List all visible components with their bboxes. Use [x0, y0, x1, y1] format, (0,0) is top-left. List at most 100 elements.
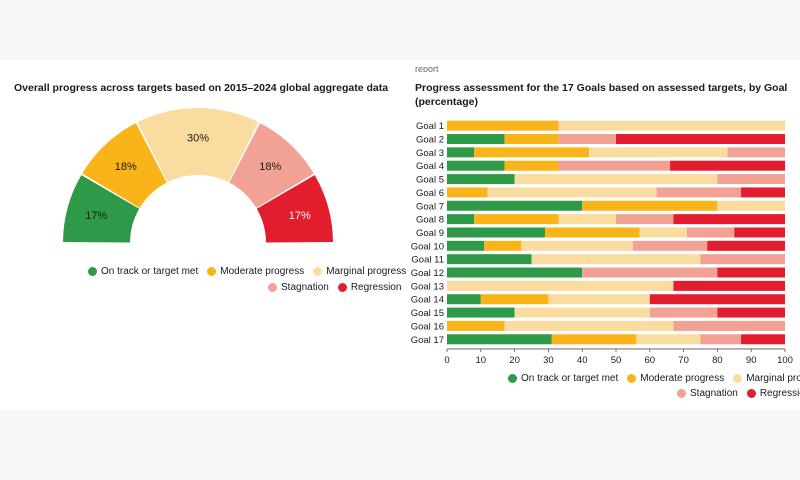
bar-segment-regression	[707, 240, 785, 251]
bar-legend-stagnation-label: Stagnation	[690, 388, 738, 399]
chart-panel: Overall progress across targets based on…	[0, 60, 800, 410]
bar-segment-marginal	[504, 320, 674, 331]
goal-label: Goal 16	[411, 321, 444, 332]
bar-segment-moderate	[480, 294, 549, 305]
bar-segment-on-track	[447, 200, 583, 211]
bar-segment-on-track	[447, 160, 505, 171]
goal-label: Goal 10	[411, 241, 444, 252]
marginal-dot	[313, 267, 323, 276]
moderate-dot	[627, 374, 637, 383]
bar-segment-stagnation	[558, 160, 671, 171]
goal-label: Goal 6	[416, 188, 444, 199]
bar-segment-marginal	[558, 120, 785, 131]
bar-chart-title: Progress assessment for the 17 Goals bas…	[415, 82, 788, 108]
goal-label: Goal 1	[416, 121, 444, 132]
legend-regression-label: Regression	[350, 282, 402, 293]
bar-segment-marginal	[521, 240, 633, 251]
bar-segment-on-track	[447, 307, 515, 318]
cut-off-text: report	[415, 66, 439, 72]
regression-dot	[746, 389, 756, 398]
bar-segment-moderate	[447, 320, 505, 331]
gauge-segment-on-track	[63, 175, 140, 243]
legend-regression: Regression	[337, 282, 402, 293]
stacked-bar-chart: Goal 1 Goal 2 Goal 3 Goal 4 Goal 5 Goal 6 Goal…	[411, 120, 793, 366]
x-tick-label: 0	[444, 355, 449, 366]
gauge-segment-regression	[256, 175, 333, 243]
stagnation-dot	[677, 389, 686, 398]
gauge-legend-row-2: Stagnation Regression	[268, 282, 401, 293]
bar-segment-stagnation	[700, 254, 785, 265]
bar-segment-regression	[616, 134, 785, 145]
stagnation-dot	[268, 283, 277, 292]
gauge-label-on-track: 17%	[85, 210, 107, 222]
goal-label: Goal 5	[416, 175, 444, 186]
goal-label: Goal 4	[416, 161, 444, 172]
bar-legend-stagnation: Stagnation	[677, 388, 738, 399]
marginal-dot	[733, 374, 743, 383]
bar-segment-stagnation	[649, 307, 718, 318]
x-tick-label: 70	[678, 355, 689, 366]
goal-label: Goal 7	[416, 201, 444, 212]
bar-segment-regression	[734, 227, 785, 238]
goal-label: Goal 3	[416, 148, 444, 159]
bar-segment-marginal	[548, 294, 650, 305]
bar-legend-moderate-label: Moderate progress	[640, 373, 725, 384]
moderate-dot	[207, 267, 217, 276]
legend-stagnation: Stagnation	[268, 282, 329, 293]
bar-segment-regression	[717, 267, 785, 278]
bar-segment-moderate	[447, 120, 559, 131]
x-tick-label: 30	[543, 355, 554, 366]
bar-segment-on-track	[447, 174, 515, 185]
bar-segment-on-track	[447, 214, 475, 225]
bar-segment-stagnation	[582, 267, 718, 278]
bar-segment-marginal	[588, 147, 728, 158]
bar-segment-on-track	[447, 147, 475, 158]
bar-segment-marginal	[558, 214, 616, 225]
bar-segment-on-track	[447, 240, 485, 251]
bar-segment-moderate	[447, 187, 488, 198]
bar-legend-marginal: Marginal progress	[733, 373, 800, 384]
bar-segment-on-track	[447, 334, 552, 345]
bar-legend-row-1: On track or target met Moderate progress…	[508, 373, 800, 384]
bar-segment-regression	[673, 214, 785, 225]
on-track-dot	[88, 267, 97, 276]
bar-segment-marginal	[514, 307, 650, 318]
bar-legend-regression-label: Regression	[759, 388, 800, 399]
goal-label: Goal 14	[411, 295, 444, 306]
x-tick-label: 80	[712, 355, 723, 366]
legend-on-track: On track or target met	[88, 266, 198, 277]
goal-label: Goal 17	[411, 335, 444, 346]
bar-segment-stagnation	[727, 147, 785, 158]
bar-segment-moderate	[551, 334, 637, 345]
bar-legend-moderate: Moderate progress	[627, 373, 724, 384]
legend-moderate-label: Moderate progress	[220, 266, 305, 277]
x-tick-label: 50	[611, 355, 622, 366]
gauge-label-stagnation: 18%	[259, 161, 281, 173]
bar-segment-stagnation	[656, 187, 742, 198]
bar-segment-stagnation	[632, 240, 708, 251]
bar-legend-row-2: Stagnation Regression	[677, 388, 800, 399]
gauge-segment-marginal	[137, 108, 259, 183]
bar-segment-marginal	[487, 187, 657, 198]
goal-label: Goal 12	[411, 268, 444, 279]
bar-segment-regression	[741, 187, 785, 198]
gauge-segment-moderate	[82, 123, 167, 208]
gauge-legend-row-1: On track or target met Moderate progress…	[88, 266, 406, 277]
bar-segment-regression	[741, 334, 785, 345]
bar-legend-on-track: On track or target met	[508, 373, 618, 384]
bar-segment-moderate	[504, 134, 559, 145]
bar-segment-regression	[717, 307, 785, 318]
bar-segment-stagnation	[558, 134, 616, 145]
bar-segment-stagnation	[717, 174, 785, 185]
bar-segment-moderate	[484, 240, 522, 251]
bar-segment-marginal	[636, 334, 701, 345]
legend-stagnation-label: Stagnation	[281, 282, 329, 293]
bar-legend-on-track-label: On track or target met	[521, 373, 619, 384]
legend-moderate: Moderate progress	[207, 266, 304, 277]
bar-segment-moderate	[545, 227, 640, 238]
bar-segment-marginal	[531, 254, 701, 265]
goal-label: Goal 11	[411, 255, 444, 266]
bar-segment-moderate	[582, 200, 718, 211]
bar-segment-on-track	[447, 294, 481, 305]
bar-segment-marginal	[447, 280, 674, 291]
